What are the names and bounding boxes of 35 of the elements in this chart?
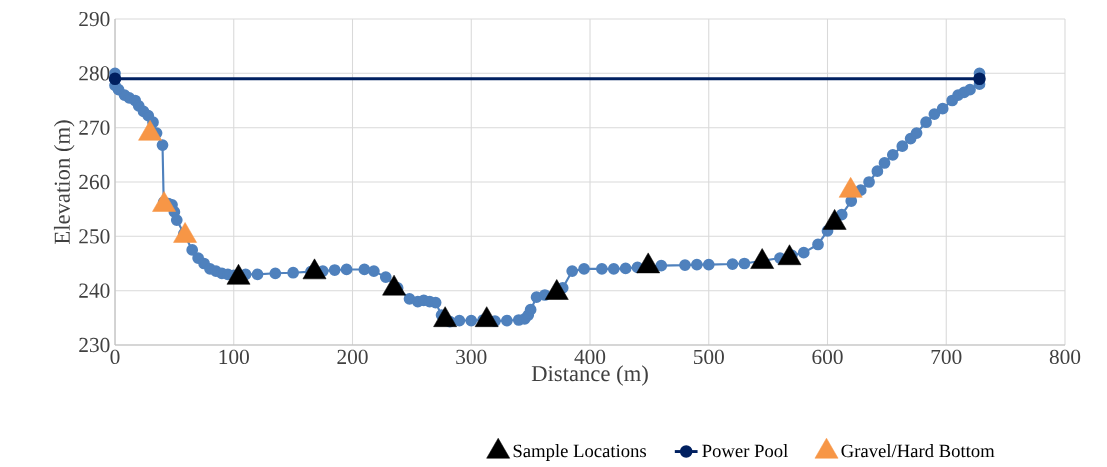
- y-tick-label: 240: [79, 283, 110, 298]
- point: [777, 244, 802, 265]
- y-tick-label: 270: [79, 120, 110, 135]
- point: [636, 252, 661, 274]
- point: [138, 120, 162, 141]
- legend-label: Sample Locations: [513, 444, 646, 461]
- x-tick-label: 100: [219, 349, 249, 365]
- point: [173, 222, 197, 243]
- x-tick-label: 0: [110, 349, 120, 365]
- point: [152, 191, 176, 212]
- point: [474, 306, 499, 327]
- y-axis-title: Elevation (m): [53, 120, 75, 244]
- legend-label: Power Pool: [702, 444, 788, 458]
- y-tick-label: 230: [79, 337, 110, 353]
- point: [822, 209, 847, 230]
- y-tick-label: 290: [79, 11, 110, 27]
- point: [544, 279, 569, 300]
- y-tick-label: 250: [79, 229, 110, 244]
- point: [750, 248, 775, 269]
- x-tick-label: 600: [812, 349, 843, 365]
- point: [382, 274, 406, 296]
- y-tick-label: 260: [79, 174, 110, 190]
- point: [838, 177, 863, 198]
- x-tick-label: 400: [574, 349, 606, 365]
- x-axis-title: Distance (m): [531, 365, 648, 386]
- x-tick-label: 800: [1049, 349, 1081, 365]
- x-tick-label: 500: [693, 349, 724, 365]
- x-tick-label: 300: [456, 349, 487, 365]
- point: [302, 258, 327, 280]
- legend-label: Gravel/Hard Bottom: [841, 444, 995, 458]
- y-tick-label: 280: [79, 66, 110, 81]
- x-tick-label: 700: [931, 349, 962, 365]
- x-tick-label: 200: [337, 349, 368, 365]
- point: [226, 264, 251, 285]
- point: [433, 306, 457, 327]
